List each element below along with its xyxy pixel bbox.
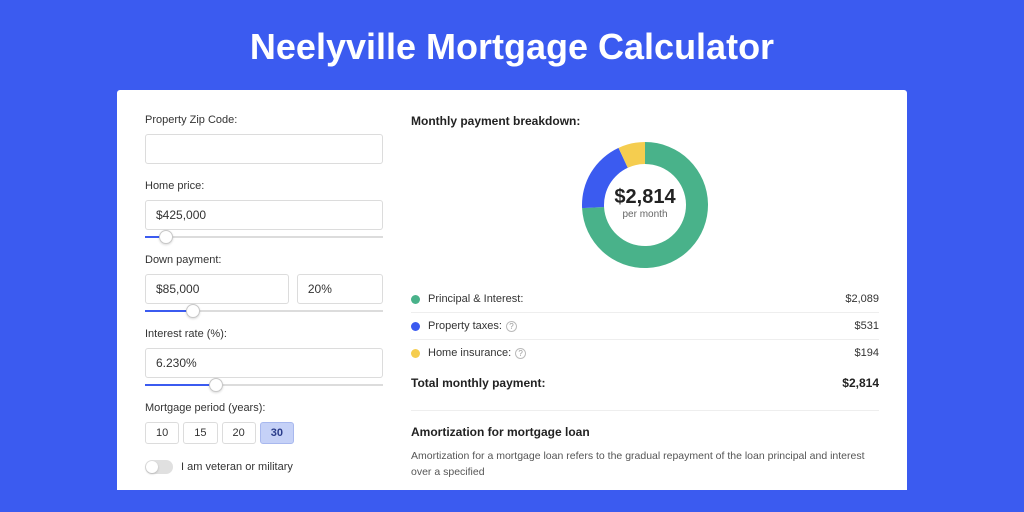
amortization-title: Amortization for mortgage loan	[411, 425, 879, 439]
donut-center-value: $2,814	[614, 186, 676, 208]
breakdown-row: Principal & Interest:$2,089	[411, 286, 879, 313]
breakdown-row: Property taxes:?$531	[411, 313, 879, 340]
down-payment-label: Down payment:	[145, 254, 383, 266]
veteran-toggle-row: I am veteran or military	[145, 460, 383, 474]
total-row: Total monthly payment: $2,814	[411, 366, 879, 404]
home-price-input[interactable]	[145, 200, 383, 230]
breakdown-label: Property taxes:?	[428, 320, 855, 332]
page-title: Neelyville Mortgage Calculator	[0, 0, 1024, 90]
legend-dot	[411, 349, 420, 358]
home-price-slider[interactable]	[145, 236, 383, 238]
down-payment-field: Down payment:	[145, 254, 383, 312]
breakdown-value: $194	[855, 347, 879, 359]
info-icon[interactable]: ?	[506, 321, 517, 332]
home-price-label: Home price:	[145, 180, 383, 192]
donut-center-sub: per month	[622, 209, 667, 220]
home-price-field: Home price:	[145, 180, 383, 238]
breakdown-title: Monthly payment breakdown:	[411, 114, 879, 128]
interest-rate-slider[interactable]	[145, 384, 383, 386]
divider	[411, 410, 879, 411]
mortgage-period-options: 10152030	[145, 422, 383, 444]
legend-dot	[411, 295, 420, 304]
slider-thumb[interactable]	[159, 230, 173, 244]
breakdown-column: Monthly payment breakdown: $2,814 per mo…	[411, 114, 879, 490]
zip-label: Property Zip Code:	[145, 114, 383, 126]
period-option-30[interactable]: 30	[260, 422, 294, 444]
slider-fill	[145, 384, 216, 386]
interest-rate-label: Interest rate (%):	[145, 328, 383, 340]
total-value: $2,814	[842, 376, 879, 390]
breakdown-label: Principal & Interest:	[428, 293, 845, 305]
slider-thumb[interactable]	[186, 304, 200, 318]
inputs-column: Property Zip Code: Home price: Down paym…	[145, 114, 383, 490]
calculator-card: Property Zip Code: Home price: Down paym…	[117, 90, 907, 490]
period-option-10[interactable]: 10	[145, 422, 179, 444]
total-label: Total monthly payment:	[411, 376, 842, 390]
period-option-15[interactable]: 15	[183, 422, 217, 444]
mortgage-period-field: Mortgage period (years): 10152030	[145, 402, 383, 444]
period-option-20[interactable]: 20	[222, 422, 256, 444]
down-payment-slider[interactable]	[145, 310, 383, 312]
amortization-text: Amortization for a mortgage loan refers …	[411, 449, 879, 481]
down-payment-input[interactable]	[145, 274, 289, 304]
slider-thumb[interactable]	[209, 378, 223, 392]
veteran-toggle[interactable]	[145, 460, 173, 474]
zip-field: Property Zip Code:	[145, 114, 383, 164]
info-icon[interactable]: ?	[515, 348, 526, 359]
down-payment-pct-input[interactable]	[297, 274, 383, 304]
veteran-label: I am veteran or military	[181, 461, 293, 473]
breakdown-value: $2,089	[845, 293, 879, 305]
interest-rate-field: Interest rate (%):	[145, 328, 383, 386]
breakdown-list: Principal & Interest:$2,089Property taxe…	[411, 286, 879, 366]
zip-input[interactable]	[145, 134, 383, 164]
breakdown-label: Home insurance:?	[428, 347, 855, 359]
mortgage-period-label: Mortgage period (years):	[145, 402, 383, 414]
breakdown-value: $531	[855, 320, 879, 332]
legend-dot	[411, 322, 420, 331]
donut-chart: $2,814 per month	[411, 140, 879, 270]
interest-rate-input[interactable]	[145, 348, 383, 378]
breakdown-row: Home insurance:?$194	[411, 340, 879, 366]
